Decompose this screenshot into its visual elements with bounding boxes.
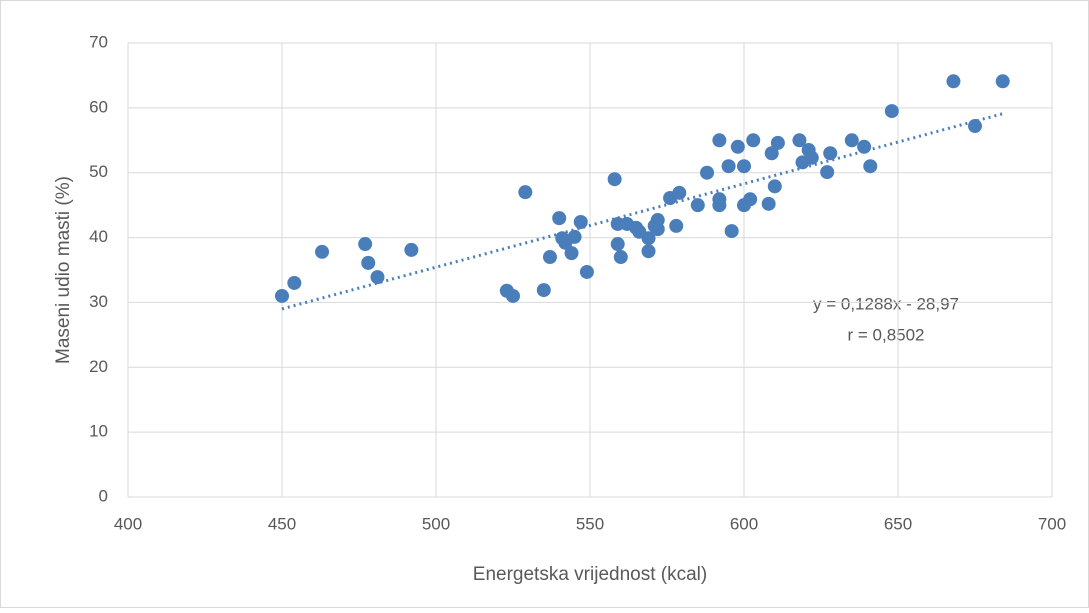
y-axis-title: Maseni udio masti (%) bbox=[53, 176, 74, 364]
point bbox=[792, 133, 807, 148]
point bbox=[737, 159, 751, 174]
point bbox=[542, 250, 557, 265]
y-tick-label: 60 bbox=[89, 97, 108, 116]
point bbox=[552, 211, 567, 226]
correlation: r = 0,8502 bbox=[847, 325, 924, 344]
point bbox=[361, 255, 376, 270]
y-tick-label: 50 bbox=[89, 162, 108, 181]
point bbox=[724, 224, 739, 239]
y-tick-label: 70 bbox=[89, 32, 108, 51]
point bbox=[946, 74, 961, 89]
x-axis-title: Energetska vrijednost (kcal) bbox=[473, 564, 707, 585]
point bbox=[315, 244, 330, 259]
point bbox=[287, 275, 302, 290]
point bbox=[804, 150, 819, 165]
point bbox=[761, 196, 776, 211]
x-tick-label: 500 bbox=[422, 514, 450, 533]
y-tick-label: 0 bbox=[99, 486, 108, 505]
y-tick-label: 30 bbox=[89, 292, 108, 311]
x-tick-label: 700 bbox=[1038, 514, 1066, 533]
point bbox=[844, 133, 859, 148]
point bbox=[764, 146, 779, 161]
point bbox=[712, 133, 727, 148]
point bbox=[730, 139, 745, 154]
point bbox=[573, 215, 588, 230]
point bbox=[613, 250, 628, 265]
point bbox=[767, 179, 782, 194]
point bbox=[823, 146, 838, 161]
point bbox=[579, 264, 594, 279]
point bbox=[567, 229, 582, 244]
x-tick-label: 550 bbox=[576, 514, 604, 533]
x-tick-label: 650 bbox=[884, 514, 912, 533]
point bbox=[506, 288, 520, 303]
trendline bbox=[281, 112, 1004, 311]
x-tick-label: 400 bbox=[114, 514, 142, 533]
point bbox=[743, 192, 758, 207]
point bbox=[641, 244, 656, 259]
point bbox=[995, 74, 1010, 89]
point bbox=[610, 237, 625, 252]
y-tick-label: 20 bbox=[89, 357, 108, 376]
point bbox=[518, 185, 533, 200]
point bbox=[820, 165, 835, 180]
y-tick-label: 10 bbox=[89, 422, 108, 441]
x-tick-label: 450 bbox=[268, 514, 296, 533]
point bbox=[690, 198, 705, 213]
point bbox=[721, 159, 736, 174]
point bbox=[746, 133, 761, 148]
point bbox=[669, 218, 684, 233]
trend-equation: y = 0,1288x - 28,97 bbox=[813, 294, 959, 313]
point bbox=[564, 246, 579, 261]
point bbox=[863, 159, 878, 174]
x-tick-label: 600 bbox=[730, 514, 758, 533]
y-tick-label: 40 bbox=[89, 227, 108, 246]
point bbox=[884, 104, 899, 119]
point bbox=[641, 231, 656, 246]
point bbox=[607, 172, 622, 187]
point bbox=[275, 288, 289, 303]
point bbox=[672, 185, 687, 200]
point bbox=[650, 222, 665, 237]
point bbox=[857, 139, 872, 154]
point bbox=[712, 198, 727, 213]
point bbox=[404, 242, 419, 257]
point bbox=[770, 135, 785, 150]
point bbox=[968, 119, 982, 134]
point bbox=[536, 283, 551, 298]
point bbox=[700, 165, 715, 180]
point bbox=[358, 237, 373, 252]
